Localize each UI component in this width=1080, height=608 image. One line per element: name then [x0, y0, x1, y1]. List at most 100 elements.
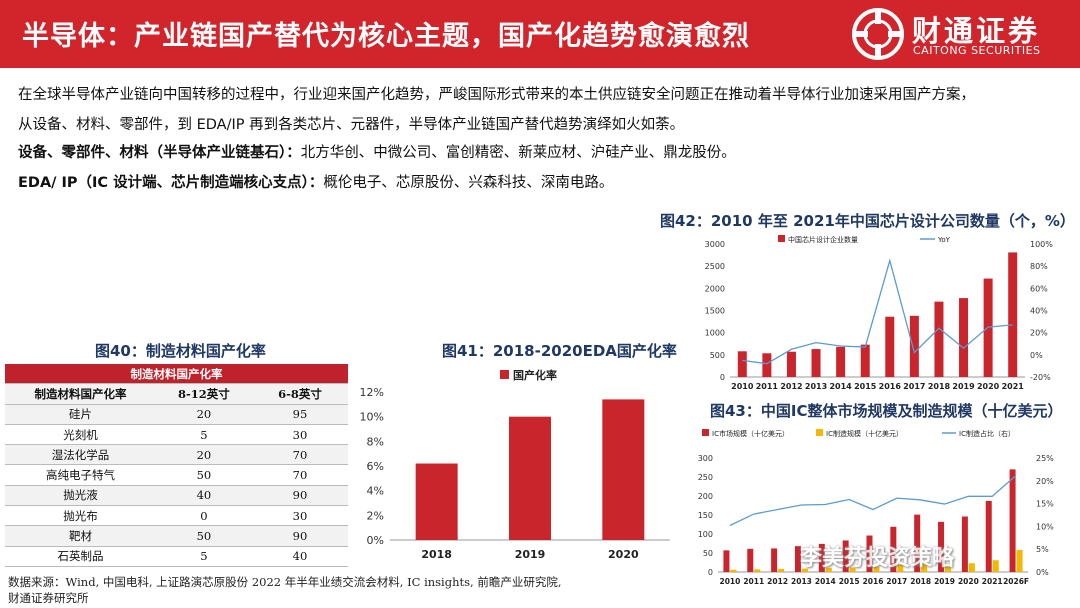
bar [1008, 252, 1018, 377]
table-cell-material: 硅片 [5, 404, 156, 425]
bar-market [890, 526, 897, 572]
bar [602, 399, 645, 540]
table-cell-6-8: 30 [251, 424, 348, 446]
bar [909, 315, 919, 377]
table-cell-material: 抛光布 [5, 505, 156, 527]
legend-label-line: YoY [937, 236, 951, 244]
table-cell-8-12: 5 [155, 424, 252, 446]
bar-market [771, 548, 778, 572]
x-tick-label: 2013 [805, 382, 827, 391]
intro-line-4-label: EDA/ IP（IC 设计端、芯片制造端核心支点）： [18, 175, 324, 191]
x-tick-label: 2011 [756, 382, 779, 391]
table-row: 抛光布 0 30 [5, 505, 348, 527]
column-header-6-8: 6-8英寸 [251, 383, 348, 405]
table-cell-material: 湿法化学品 [5, 444, 156, 466]
logo-text-cn: 财通证券 [912, 14, 1041, 48]
x-tick-label: 2012 [767, 577, 788, 586]
x-tick-label: 2014 [815, 577, 836, 586]
intro-line-3-text: 北方华创、中微公司、富创精密、新莱应材、沪硅产业、鼎龙股份。 [300, 145, 736, 161]
bar [811, 349, 821, 377]
table-row: 光刻机 5 30 [5, 424, 348, 446]
bar-market [1009, 469, 1016, 572]
watermark: 李美芬投资策略 [800, 546, 955, 571]
x-tick-label: 2018 [421, 548, 452, 561]
bar [737, 351, 747, 377]
x-tick-label: 2011 [743, 577, 764, 586]
table-cell-material: 靶材 [5, 525, 156, 547]
table-row: 靶材 50 90 [5, 525, 348, 547]
x-tick-label: 2020 [608, 548, 639, 561]
bar [509, 416, 551, 540]
y-tick-label-right: 0% [1030, 351, 1043, 360]
bar-market [866, 535, 873, 572]
table-column-header-row: 制造材料国产化率 8-12英寸 6-8英寸 [5, 383, 348, 405]
y-tick-label: 12% [360, 386, 384, 399]
bar [786, 351, 796, 377]
table-cell-6-8: 95 [251, 404, 348, 425]
y-tick-label-right: 20% [1036, 477, 1054, 486]
table-header-row: 制造材料国产化率 [5, 364, 348, 385]
x-tick-label: 2010 [731, 382, 754, 391]
table-cell-material: 光刻机 [5, 424, 156, 446]
x-tick-label: 2012 [780, 382, 802, 391]
company-logo: 财通证券 CAITONG SECURITIES [850, 6, 1068, 62]
intro-line-2: 从设备、材料、零部件，到 EDA/IP 再到各类芯片、元器件，半导体产业链国产替… [18, 117, 685, 133]
bar [885, 316, 895, 377]
y-tick-label: 4% [367, 485, 384, 498]
x-tick-label: 2015 [854, 382, 877, 391]
bar-market [723, 550, 730, 572]
bar-manufacturing [992, 560, 999, 572]
y-tick-label-right: 5% [1036, 545, 1049, 554]
table-cell-8-12: 50 [155, 464, 252, 486]
y-tick-label-left: 3000 [705, 240, 725, 249]
table-cell-material: 抛光液 [5, 485, 156, 507]
x-tick-label: 2018 [928, 382, 951, 391]
table-cell-8-12: 20 [155, 404, 252, 425]
logo-text-en: CAITONG SECURITIES [913, 44, 1041, 57]
column-header-8-12: 8-12英寸 [155, 383, 252, 405]
source-line-2: 财通证券研究所 [8, 591, 89, 605]
intro-line-1: 在全球半导体产业链向中国转移的过程中，行业迎来国产化趋势，严峻国际形式带来的本土… [18, 87, 975, 103]
y-tick-label-left: 500 [710, 351, 725, 360]
x-tick-label: 2019 [934, 577, 955, 586]
y-tick-label-right: 15% [1036, 500, 1054, 509]
table-row: 湿法化学品 20 70 [5, 444, 348, 466]
bar-manufacturing [849, 567, 856, 572]
bar [415, 463, 458, 540]
bar-manufacturing [873, 567, 880, 572]
y-tick-label-right: 100% [1030, 240, 1053, 249]
y-tick-label: 8% [367, 435, 384, 448]
y-tick-label-right: 60% [1030, 284, 1048, 293]
table-header: 制造材料国产化率 [5, 364, 348, 385]
legend-label-bars: 中国芯片设计企业数量 [788, 235, 858, 244]
y-tick-label-right: 40% [1030, 307, 1048, 316]
x-tick-label: 2017 [886, 577, 907, 586]
intro-line-3-label: 设备、零部件、材料（半导体产业链基石）： [18, 145, 301, 161]
y-tick-label-left: 1000 [705, 329, 725, 338]
share-line [729, 474, 1017, 527]
y-tick-label-right: 0% [1036, 568, 1049, 577]
x-tick-label: 2019 [515, 548, 546, 561]
y-tick-label: 0% [367, 534, 384, 547]
x-tick-label: 2013 [791, 577, 812, 586]
yoy-line [742, 258, 1013, 365]
y-tick-label-left: 150 [698, 511, 713, 520]
y-tick-label: 10% [360, 411, 384, 424]
bar-manufacturing [945, 564, 952, 572]
bar-manufacturing [897, 564, 904, 572]
header-banner: 半导体：产业链国产替代为核心主题，国产化趋势愈演愈烈 财通证券 CAITONG … [0, 0, 1080, 68]
table-cell-8-12: 5 [155, 546, 252, 567]
legend-label-share: IC制造占比（右） [959, 429, 1015, 438]
table-row: 抛光液 40 90 [5, 485, 348, 507]
table-cell-6-8: 30 [251, 505, 348, 527]
bar [860, 344, 870, 377]
bar-manufacturing [730, 569, 737, 572]
x-tick-label: 2026F [1003, 577, 1029, 586]
x-tick-label: 2017 [903, 382, 925, 391]
legend-swatch-manufacturing [816, 429, 823, 436]
y-tick-label-left: 1500 [705, 307, 725, 316]
bar [836, 346, 846, 377]
table-cell-6-8: 90 [251, 485, 348, 507]
x-tick-label: 2016 [879, 382, 902, 391]
bar [762, 353, 772, 377]
